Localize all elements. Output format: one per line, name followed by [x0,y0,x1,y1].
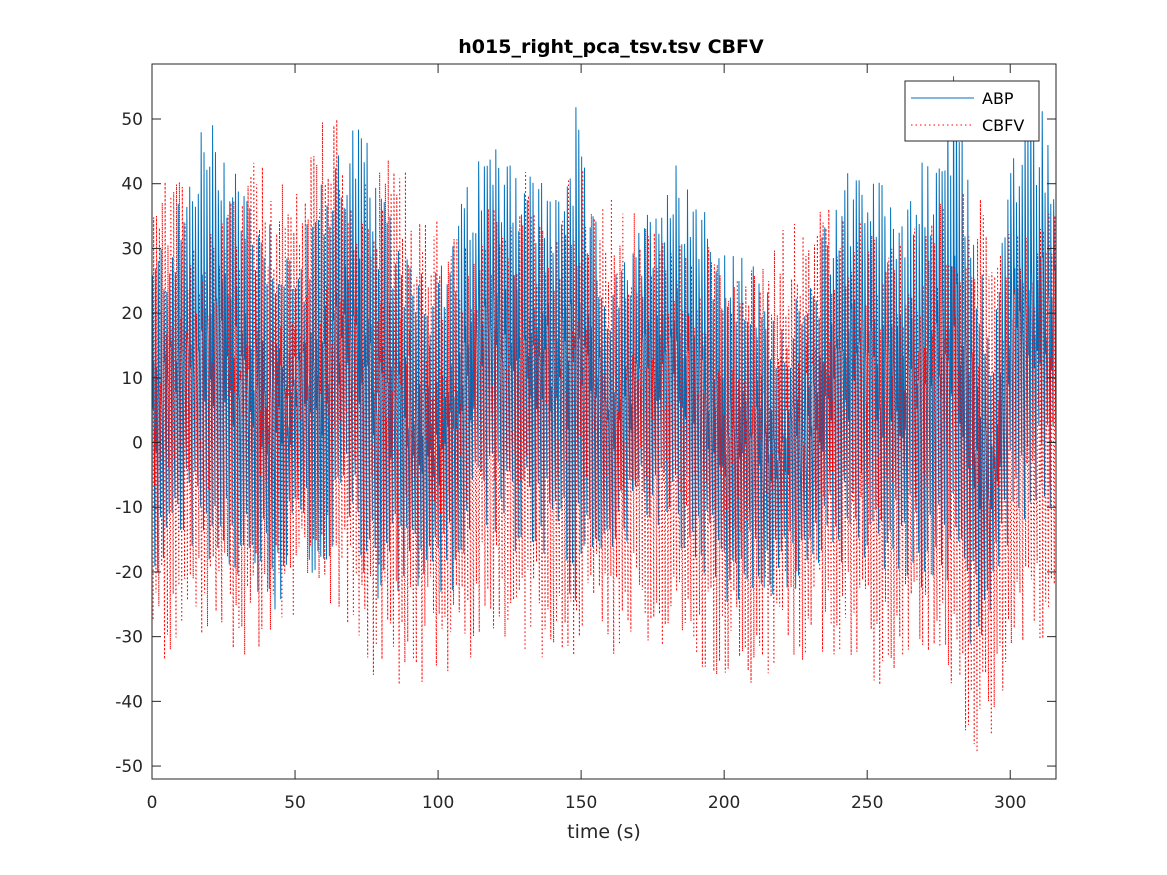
legend-label-abp: ABP [982,89,1014,108]
y-tick-label: 10 [121,369,143,389]
x-tick-label: 200 [708,793,740,813]
y-tick-label: 50 [121,110,143,130]
plot-frame [151,63,1057,780]
y-tick-label: -40 [115,692,143,712]
chart-title: h015_right_pca_tsv.tsv CBFV [458,36,764,58]
legend[interactable]: ABP CBFV [904,80,1040,142]
y-tick-label: -20 [115,563,143,583]
y-axis: -50 -40 -30 -20 -10 0 10 20 30 40 50 [115,110,1056,777]
x-axis: 0 50 100 150 200 250 300 [147,64,1026,813]
series-line-cbfv [152,119,1056,753]
x-tick-label: 0 [147,793,158,813]
y-tick-label: 40 [121,175,143,195]
y-tick-label: -50 [115,757,143,777]
legend-box [904,80,1040,142]
y-tick-label: 0 [132,434,143,454]
y-tick-label: 20 [121,304,143,324]
x-axis-title: time (s) [567,821,641,843]
x-tick-label: 50 [284,793,306,813]
series-layer [152,76,1056,753]
y-tick-label: -10 [115,498,143,518]
x-tick-label: 250 [851,793,883,813]
x-tick-label: 150 [565,793,597,813]
x-tick-label: 100 [422,793,454,813]
series-line-abp [152,76,1056,644]
y-tick-label: 30 [121,239,143,259]
legend-label-cbfv: CBFV [982,116,1024,135]
x-tick-label: 300 [994,793,1026,813]
y-tick-label: -30 [115,628,143,648]
